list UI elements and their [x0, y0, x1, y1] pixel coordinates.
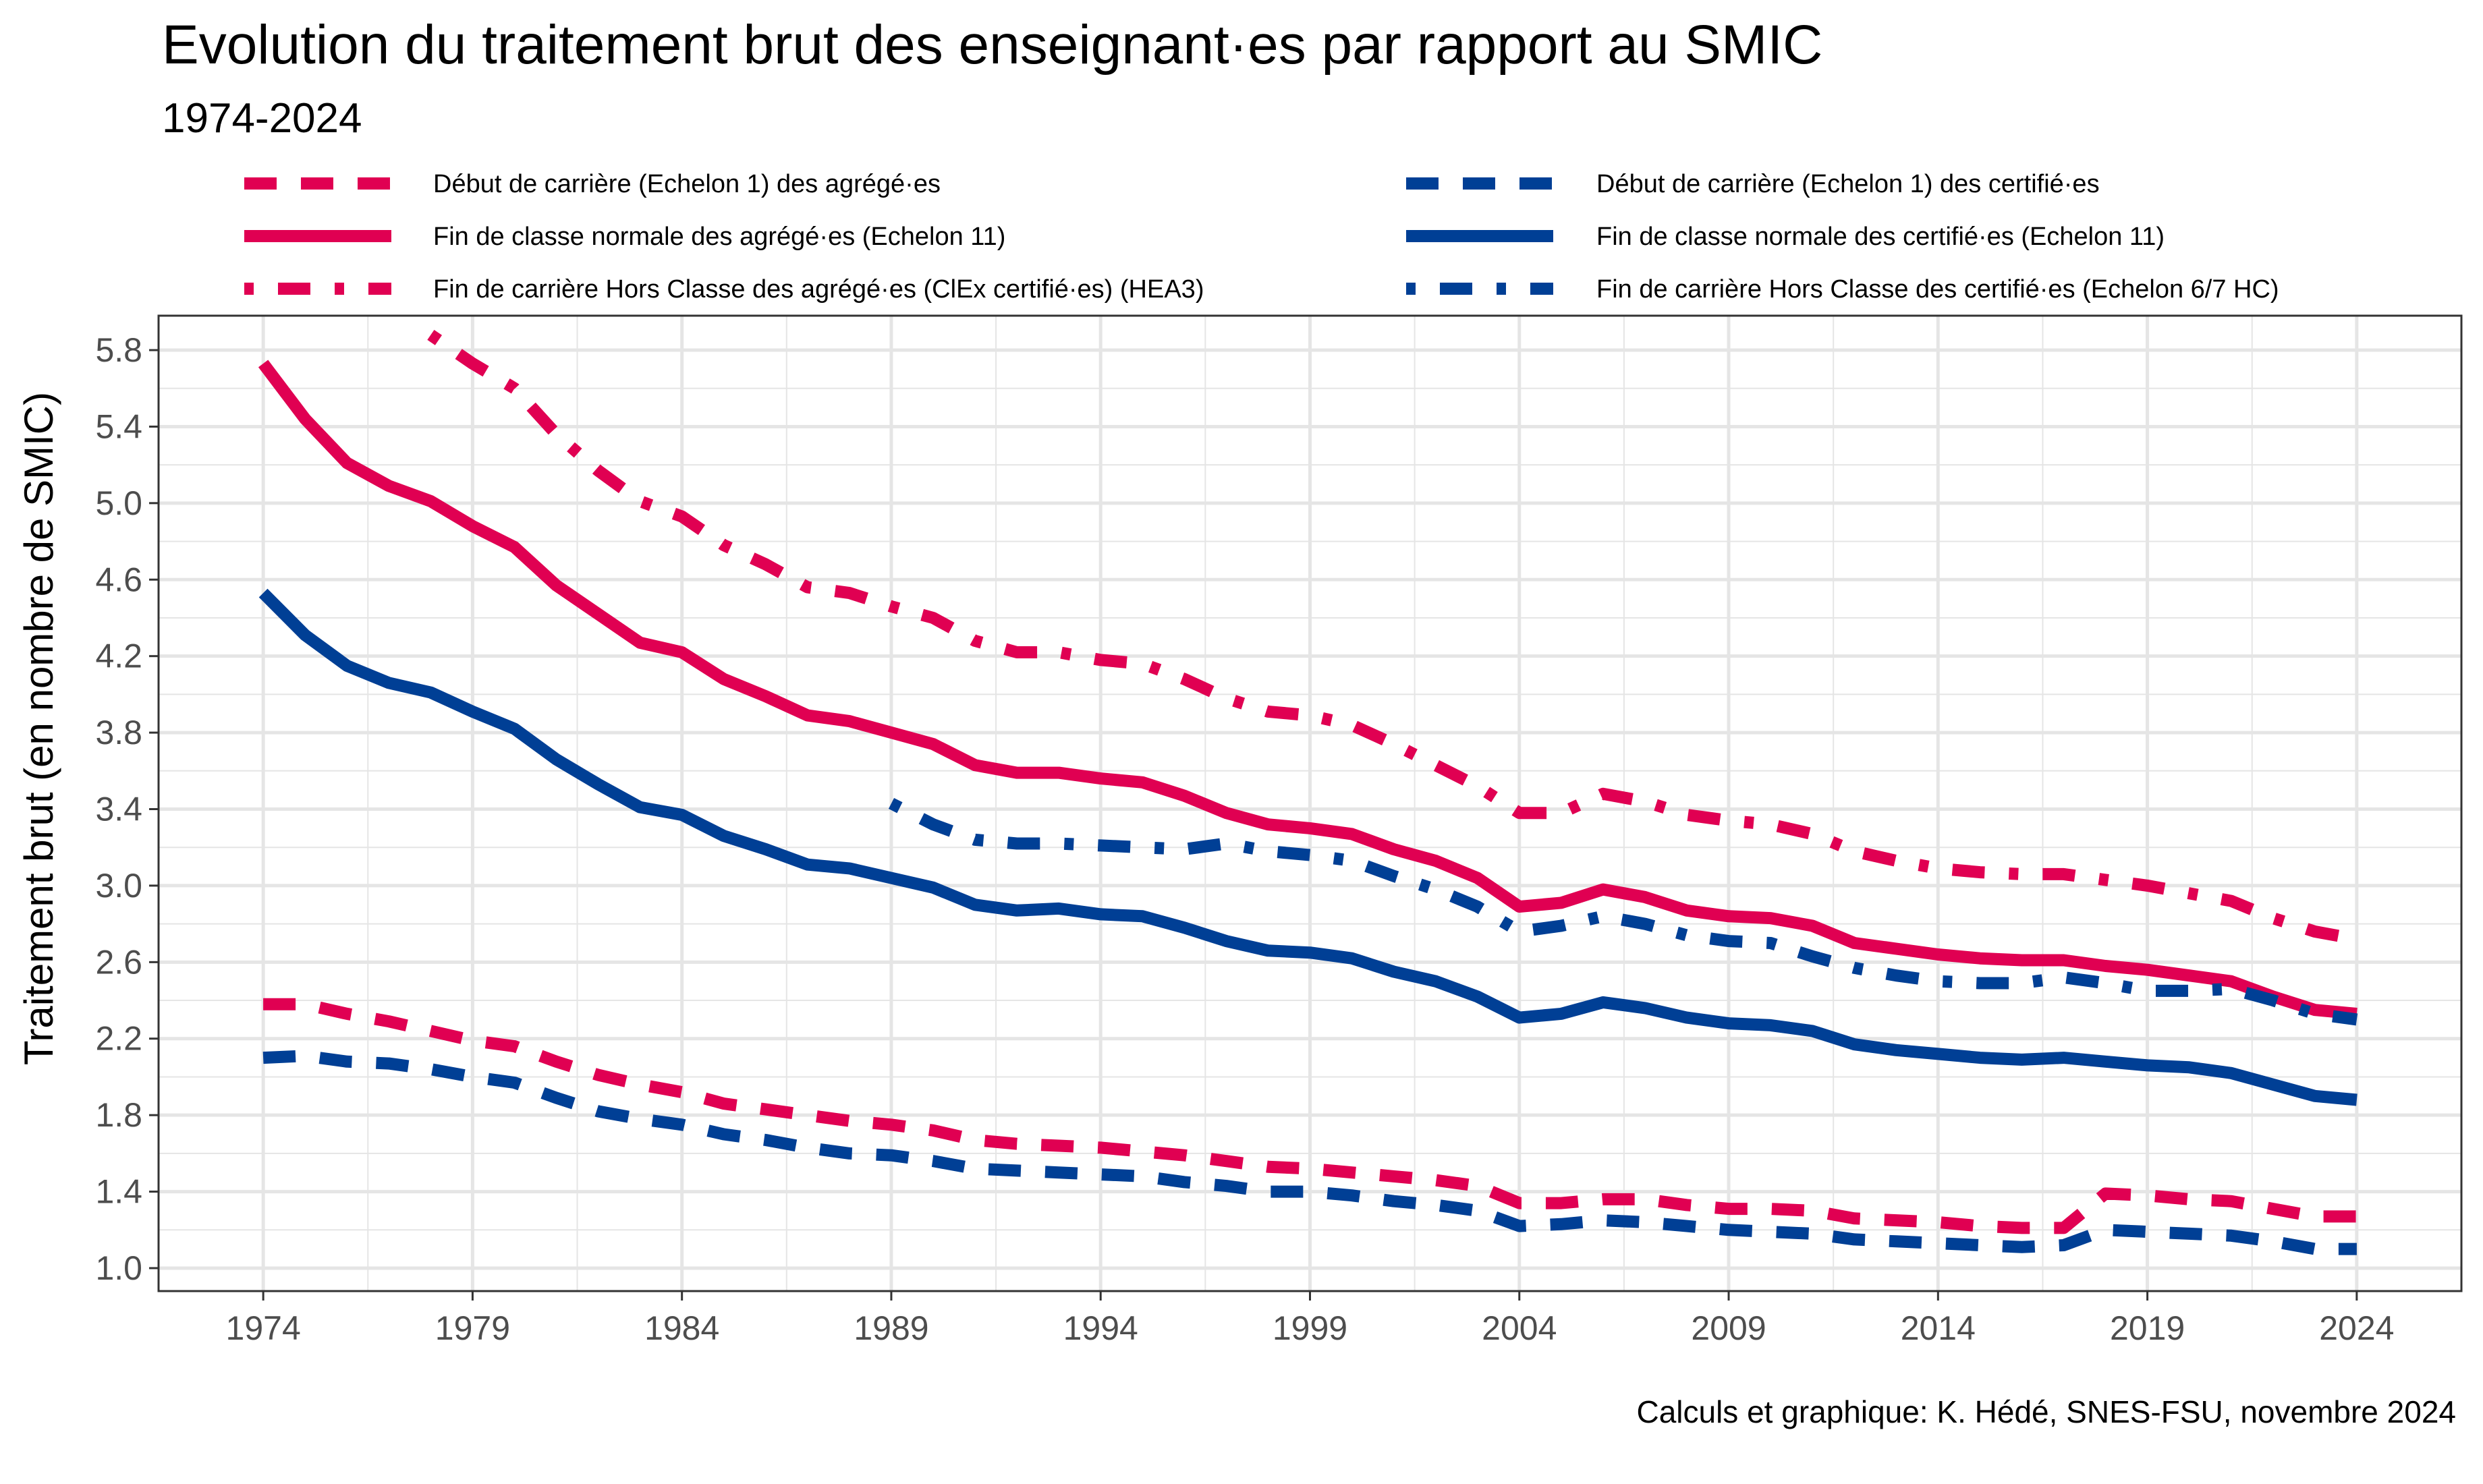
chart-title: Evolution du traitement brut des enseign… — [162, 14, 1823, 76]
y-tick-label: 5.4 — [95, 407, 142, 445]
y-tick-label: 1.4 — [95, 1173, 142, 1211]
y-tick-label: 3.0 — [95, 867, 142, 905]
y-tick-label: 3.8 — [95, 714, 142, 751]
series-line-2 — [258, 360, 2358, 1020]
series-line-1 — [263, 998, 2357, 1234]
chart-caption: Calculs et graphique: K. Hédé, SNES-FSU,… — [1636, 1394, 2456, 1429]
x-tick-label: 1999 — [1273, 1309, 1347, 1347]
series-layer — [258, 329, 2358, 1255]
x-tick-label: 1979 — [435, 1309, 510, 1347]
y-tick-label: 2.2 — [95, 1020, 142, 1058]
axes: 1974 1979 1984 1989 1994 1999 2004 2009 2014 2019… — [95, 331, 2394, 1347]
legend-label-2: Fin de classe normale des agrégé·es (Ech… — [433, 223, 1005, 251]
series-line-4 — [262, 1050, 2357, 1255]
legend-label-5: Fin de classe normale des certifié·es (E… — [1596, 223, 2165, 251]
legend-label-1: Début de carrière (Echelon 1) des agrégé… — [433, 170, 941, 198]
legend-label-3: Fin de carrière Hors Classe des agrégé·e… — [433, 275, 1204, 304]
y-axis-label: Traitement brut (en nombre de SMIC) — [16, 392, 61, 1065]
y-tick-label: 5.8 — [95, 331, 142, 369]
y-tick-label: 5.0 — [95, 484, 142, 522]
chart-subtitle: 1974-2024 — [162, 95, 362, 142]
x-tick-label: 2009 — [1691, 1309, 1766, 1347]
x-tick-label: 2024 — [2319, 1309, 2394, 1347]
y-tick-label: 1.8 — [95, 1096, 142, 1134]
legend: Début de carrière (Echelon 1) des agrégé… — [244, 170, 2279, 304]
x-tick-label: 2019 — [2110, 1309, 2185, 1347]
x-tick-label: 2014 — [1901, 1309, 1976, 1347]
y-tick-label: 3.4 — [95, 791, 142, 828]
y-tick-label: 1.0 — [95, 1249, 142, 1287]
x-tick-label: 1974 — [226, 1309, 301, 1347]
legend-label-4: Début de carrière (Echelon 1) des certif… — [1596, 170, 2100, 198]
x-tick-label: 1989 — [854, 1309, 928, 1347]
grid — [159, 316, 2461, 1291]
x-tick-label: 2004 — [1482, 1309, 1557, 1347]
y-tick-label: 4.2 — [95, 637, 142, 675]
x-tick-label: 1984 — [644, 1309, 719, 1347]
y-tick-label: 4.6 — [95, 561, 142, 598]
series-line-6 — [888, 797, 2358, 1026]
series-line-5 — [258, 588, 2358, 1106]
legend-label-6: Fin de carrière Hors Classe des certifié… — [1596, 275, 2279, 304]
y-tick-label: 2.6 — [95, 943, 142, 981]
x-tick-label: 1994 — [1063, 1309, 1138, 1347]
